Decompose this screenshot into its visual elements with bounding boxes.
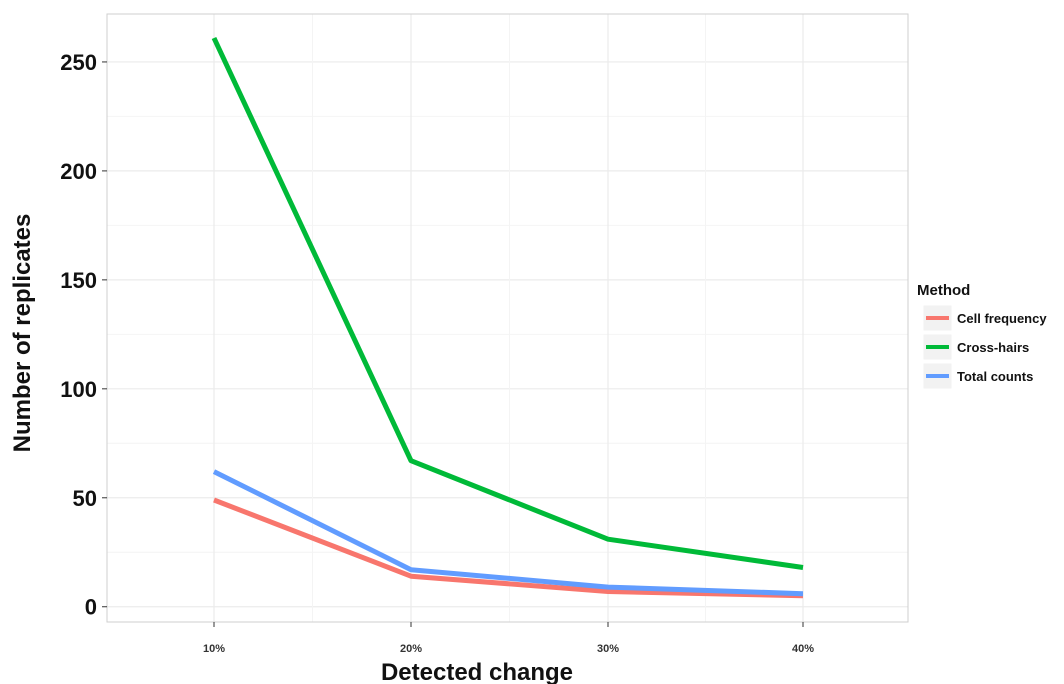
legend-item-cross-hairs: Cross-hairs xyxy=(922,333,1029,361)
y-axis-ticks: 0 50 100 150 200 250 xyxy=(60,50,107,620)
x-axis-label: Detected change xyxy=(381,659,573,684)
series-lines xyxy=(211,36,804,599)
y-tick-label: 100 xyxy=(60,377,97,402)
y-tick-label: 0 xyxy=(85,595,97,620)
legend-items: Cell frequency Cross-hairs Total counts xyxy=(922,304,1047,390)
x-axis-ticks: 10% 20% 30% 40% xyxy=(203,622,814,655)
legend-label: Cell frequency xyxy=(957,311,1047,326)
x-tick-label: 40% xyxy=(792,643,814,655)
legend-label: Cross-hairs xyxy=(957,340,1029,355)
x-tick-label: 20% xyxy=(400,643,422,655)
x-tick-label: 30% xyxy=(597,643,619,655)
legend: Method Cell frequency Cross-hairs Total co… xyxy=(917,282,1047,390)
y-tick-label: 200 xyxy=(60,159,97,184)
legend-item-cell-frequency: Cell frequency xyxy=(922,304,1047,332)
series-line-cell-frequency xyxy=(213,497,804,599)
legend-item-total-counts: Total counts xyxy=(922,362,1033,390)
y-axis-label: Number of replicates xyxy=(9,214,36,453)
grid-lines xyxy=(107,14,908,622)
plot-panel-border xyxy=(106,13,909,623)
y-tick-label: 50 xyxy=(73,486,97,511)
series-line-total-counts xyxy=(212,469,804,597)
y-tick-label: 150 xyxy=(60,268,97,293)
x-tick-label: 10% xyxy=(203,643,225,655)
legend-label: Total counts xyxy=(957,369,1033,384)
legend-title: Method xyxy=(917,282,970,299)
series-line-cross-hairs xyxy=(211,36,804,570)
y-tick-label: 250 xyxy=(60,50,97,75)
